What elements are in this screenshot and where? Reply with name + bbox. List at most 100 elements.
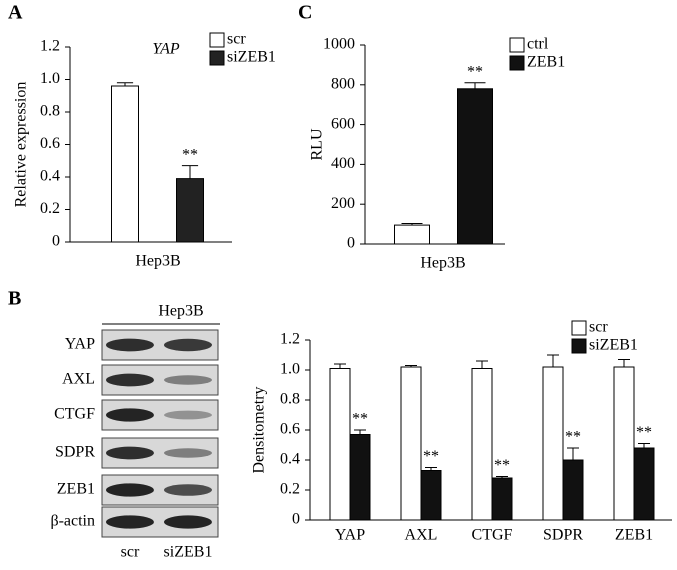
bar xyxy=(349,434,371,521)
y-tick-label: 0.8 xyxy=(280,391,300,408)
blot-row-label: ZEB1 xyxy=(57,481,95,498)
significance: ** xyxy=(182,146,198,163)
legend-swatch xyxy=(509,55,525,71)
error-bar xyxy=(181,165,199,179)
bar xyxy=(111,85,139,243)
error-bar xyxy=(547,354,559,367)
error-bar xyxy=(476,360,488,369)
blot-row-label: β-actin xyxy=(50,513,95,530)
significance: ** xyxy=(565,429,581,446)
legend-label: siZEB1 xyxy=(589,337,638,354)
y-axis-label: Relative expression xyxy=(13,82,30,208)
panel-label: C xyxy=(298,2,312,24)
x-tick-label: ZEB1 xyxy=(615,527,653,544)
bar xyxy=(613,366,635,521)
bar xyxy=(329,368,351,521)
y-tick-label: 1.2 xyxy=(40,38,60,55)
bar xyxy=(471,368,493,521)
blot-band xyxy=(164,448,212,458)
blot-band xyxy=(106,338,154,352)
error-bar xyxy=(116,82,134,86)
y-axis-label: Densitometry xyxy=(251,386,268,473)
bar xyxy=(457,88,493,245)
blot-band xyxy=(106,446,154,460)
legend-label: ctrl xyxy=(527,36,549,53)
y-tick-label: 0.2 xyxy=(40,200,60,217)
y-tick-label: 1000 xyxy=(323,36,355,53)
legend-swatch xyxy=(509,37,525,53)
error-bar xyxy=(334,363,346,369)
legend-swatch xyxy=(209,50,225,66)
error-bar xyxy=(425,467,437,471)
significance: ** xyxy=(467,63,483,80)
subtitle: YAP xyxy=(152,41,180,58)
panel-label: A xyxy=(8,2,23,24)
bar xyxy=(420,470,442,521)
bar xyxy=(394,224,430,245)
bar xyxy=(491,477,513,521)
bar xyxy=(542,366,564,521)
significance: ** xyxy=(352,411,368,428)
bar xyxy=(633,447,655,521)
error-bar xyxy=(638,443,650,448)
blot-row-label: AXL xyxy=(62,371,95,388)
legend-swatch xyxy=(209,32,225,48)
error-bar xyxy=(401,223,423,226)
blot-title: Hep3B xyxy=(158,303,203,320)
y-tick-label: 400 xyxy=(331,155,355,172)
bar xyxy=(176,178,204,243)
blot-lane-label: siZEB1 xyxy=(164,544,213,561)
blot-lane-label: scr xyxy=(121,544,140,561)
y-tick-label: 0.2 xyxy=(280,481,300,498)
blot-band xyxy=(164,410,212,420)
legend-swatch xyxy=(571,320,587,336)
x-tick-label: SDPR xyxy=(543,527,583,544)
error-bar xyxy=(464,82,486,89)
x-tick-label: Hep3B xyxy=(420,255,465,272)
legend-label: scr xyxy=(589,319,608,336)
x-tick-label: Hep3B xyxy=(135,253,180,270)
legend-swatch xyxy=(571,338,587,354)
y-tick-label: 0.4 xyxy=(40,168,60,185)
significance: ** xyxy=(494,457,510,474)
bar xyxy=(562,459,584,521)
x-tick-label: YAP xyxy=(335,527,365,544)
error-bar xyxy=(405,365,417,367)
y-tick-label: 0.6 xyxy=(280,421,300,438)
y-axis-label: RLU xyxy=(309,128,326,160)
significance: ** xyxy=(636,424,652,441)
y-tick-label: 0.8 xyxy=(40,103,60,120)
y-tick-label: 800 xyxy=(331,75,355,92)
blot-band xyxy=(164,375,212,385)
legend-label: ZEB1 xyxy=(527,54,565,71)
blot-band xyxy=(106,483,154,497)
blot-band xyxy=(164,338,212,352)
legend-label: siZEB1 xyxy=(227,49,276,66)
y-tick-label: 0 xyxy=(52,233,60,250)
blot-band xyxy=(106,408,154,422)
y-tick-label: 0.6 xyxy=(40,135,60,152)
error-bar xyxy=(496,476,508,478)
blot-band xyxy=(164,515,212,529)
legend-label: scr xyxy=(227,31,246,48)
blot-band xyxy=(106,515,154,529)
significance: ** xyxy=(423,448,439,465)
y-tick-label: 0.4 xyxy=(280,451,300,468)
y-tick-label: 0 xyxy=(347,235,355,252)
x-tick-label: AXL xyxy=(405,527,438,544)
error-bar xyxy=(618,359,630,367)
error-bar xyxy=(354,429,366,435)
y-tick-label: 1.2 xyxy=(280,331,300,348)
y-tick-label: 1.0 xyxy=(280,361,300,378)
y-tick-label: 200 xyxy=(331,195,355,212)
y-tick-label: 600 xyxy=(331,115,355,132)
y-tick-label: 1.0 xyxy=(40,70,60,87)
blot-row-label: SDPR xyxy=(55,444,95,461)
error-bar xyxy=(567,447,579,460)
blot-band xyxy=(164,484,212,496)
blot-row-label: YAP xyxy=(65,336,95,353)
blot-row-label: CTGF xyxy=(54,406,95,423)
x-tick-label: CTGF xyxy=(472,527,513,544)
bar xyxy=(400,366,422,521)
